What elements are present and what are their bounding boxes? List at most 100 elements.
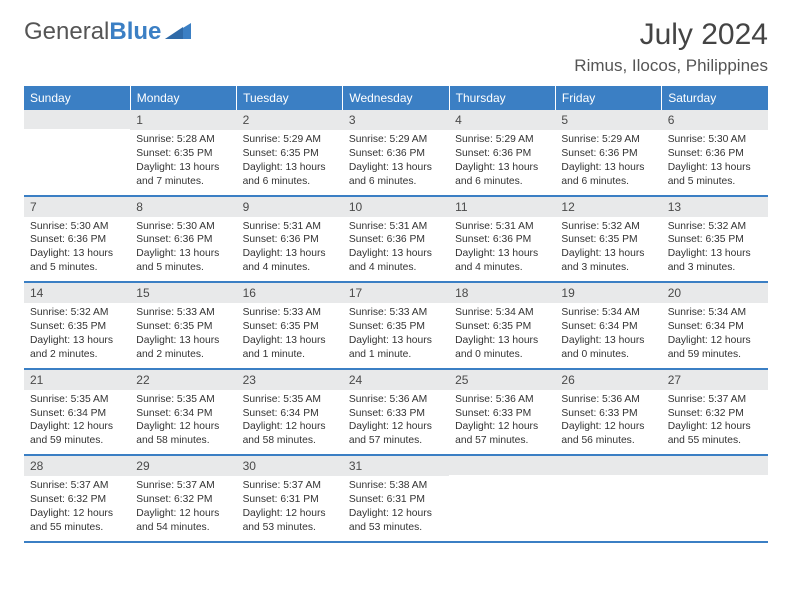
calendar: Sunday Monday Tuesday Wednesday Thursday…: [24, 86, 768, 543]
day-line: Daylight: 12 hours: [243, 507, 337, 521]
day-cell: 31Sunrise: 5:38 AMSunset: 6:31 PMDayligh…: [343, 455, 449, 542]
day-cell: 5Sunrise: 5:29 AMSunset: 6:36 PMDaylight…: [555, 110, 661, 196]
day-number: 8: [130, 197, 236, 217]
day-line: Daylight: 13 hours: [30, 334, 124, 348]
day-line: Sunrise: 5:29 AM: [455, 133, 549, 147]
day-line: and 7 minutes.: [136, 175, 230, 189]
day-line: and 59 minutes.: [668, 348, 762, 362]
day-body: Sunrise: 5:31 AMSunset: 6:36 PMDaylight:…: [449, 217, 555, 282]
day-body: Sunrise: 5:29 AMSunset: 6:36 PMDaylight:…: [555, 130, 661, 195]
day-number: 9: [237, 197, 343, 217]
day-number: 15: [130, 283, 236, 303]
day-number: 14: [24, 283, 130, 303]
day-body: Sunrise: 5:34 AMSunset: 6:34 PMDaylight:…: [662, 303, 768, 368]
day-number: 26: [555, 370, 661, 390]
day-number: 27: [662, 370, 768, 390]
day-line: Daylight: 12 hours: [349, 507, 443, 521]
day-line: Daylight: 12 hours: [136, 507, 230, 521]
day-line: and 0 minutes.: [455, 348, 549, 362]
day-cell: 14Sunrise: 5:32 AMSunset: 6:35 PMDayligh…: [24, 282, 130, 369]
day-line: Daylight: 13 hours: [455, 334, 549, 348]
dow-wednesday: Wednesday: [343, 86, 449, 110]
day-body: Sunrise: 5:29 AMSunset: 6:35 PMDaylight:…: [237, 130, 343, 195]
day-number: 12: [555, 197, 661, 217]
day-cell: 19Sunrise: 5:34 AMSunset: 6:34 PMDayligh…: [555, 282, 661, 369]
day-line: Sunset: 6:35 PM: [136, 147, 230, 161]
day-number: 19: [555, 283, 661, 303]
day-body: Sunrise: 5:31 AMSunset: 6:36 PMDaylight:…: [343, 217, 449, 282]
day-line: and 0 minutes.: [561, 348, 655, 362]
day-line: Sunrise: 5:30 AM: [30, 220, 124, 234]
day-line: and 6 minutes.: [243, 175, 337, 189]
day-number: 23: [237, 370, 343, 390]
day-line: and 1 minute.: [349, 348, 443, 362]
day-line: and 59 minutes.: [30, 434, 124, 448]
day-line: Sunset: 6:35 PM: [455, 320, 549, 334]
day-number: 13: [662, 197, 768, 217]
day-line: Daylight: 13 hours: [455, 161, 549, 175]
day-body: Sunrise: 5:33 AMSunset: 6:35 PMDaylight:…: [343, 303, 449, 368]
day-line: Sunrise: 5:35 AM: [30, 393, 124, 407]
day-line: Sunset: 6:32 PM: [30, 493, 124, 507]
dow-row: Sunday Monday Tuesday Wednesday Thursday…: [24, 86, 768, 110]
day-line: and 4 minutes.: [243, 261, 337, 275]
day-line: and 5 minutes.: [136, 261, 230, 275]
day-number: 5: [555, 110, 661, 130]
day-line: Sunrise: 5:28 AM: [136, 133, 230, 147]
dow-saturday: Saturday: [662, 86, 768, 110]
day-line: and 4 minutes.: [349, 261, 443, 275]
day-cell: [555, 455, 661, 542]
day-line: Sunrise: 5:32 AM: [668, 220, 762, 234]
day-line: Sunset: 6:35 PM: [30, 320, 124, 334]
day-body: Sunrise: 5:36 AMSunset: 6:33 PMDaylight:…: [555, 390, 661, 455]
day-number: 29: [130, 456, 236, 476]
day-number: 1: [130, 110, 236, 130]
day-line: and 55 minutes.: [668, 434, 762, 448]
month-title: July 2024: [574, 18, 768, 52]
day-line: Sunrise: 5:37 AM: [136, 479, 230, 493]
day-line: Daylight: 13 hours: [668, 247, 762, 261]
day-cell: 18Sunrise: 5:34 AMSunset: 6:35 PMDayligh…: [449, 282, 555, 369]
day-body: Sunrise: 5:30 AMSunset: 6:36 PMDaylight:…: [130, 217, 236, 282]
day-number: 17: [343, 283, 449, 303]
day-line: Sunset: 6:32 PM: [668, 407, 762, 421]
day-cell: 29Sunrise: 5:37 AMSunset: 6:32 PMDayligh…: [130, 455, 236, 542]
day-line: Sunset: 6:36 PM: [243, 233, 337, 247]
day-number: 18: [449, 283, 555, 303]
day-line: Daylight: 13 hours: [668, 161, 762, 175]
day-line: and 53 minutes.: [243, 521, 337, 535]
day-cell: 12Sunrise: 5:32 AMSunset: 6:35 PMDayligh…: [555, 196, 661, 283]
day-line: and 6 minutes.: [455, 175, 549, 189]
day-body: Sunrise: 5:37 AMSunset: 6:32 PMDaylight:…: [130, 476, 236, 541]
day-line: Sunrise: 5:31 AM: [455, 220, 549, 234]
day-line: Sunrise: 5:35 AM: [136, 393, 230, 407]
day-line: and 57 minutes.: [455, 434, 549, 448]
day-line: and 6 minutes.: [561, 175, 655, 189]
day-number: 22: [130, 370, 236, 390]
day-line: Daylight: 12 hours: [243, 420, 337, 434]
day-line: and 2 minutes.: [136, 348, 230, 362]
day-line: Sunset: 6:36 PM: [349, 147, 443, 161]
day-cell: 9Sunrise: 5:31 AMSunset: 6:36 PMDaylight…: [237, 196, 343, 283]
day-body: Sunrise: 5:29 AMSunset: 6:36 PMDaylight:…: [449, 130, 555, 195]
day-line: Sunset: 6:35 PM: [561, 233, 655, 247]
day-body: Sunrise: 5:32 AMSunset: 6:35 PMDaylight:…: [555, 217, 661, 282]
day-line: and 53 minutes.: [349, 521, 443, 535]
day-cell: 15Sunrise: 5:33 AMSunset: 6:35 PMDayligh…: [130, 282, 236, 369]
day-line: Sunset: 6:33 PM: [455, 407, 549, 421]
day-cell: 3Sunrise: 5:29 AMSunset: 6:36 PMDaylight…: [343, 110, 449, 196]
day-line: Sunrise: 5:31 AM: [349, 220, 443, 234]
day-cell: 23Sunrise: 5:35 AMSunset: 6:34 PMDayligh…: [237, 369, 343, 456]
day-body: Sunrise: 5:36 AMSunset: 6:33 PMDaylight:…: [343, 390, 449, 455]
day-number: 30: [237, 456, 343, 476]
day-line: Sunset: 6:35 PM: [243, 147, 337, 161]
week-row: 7Sunrise: 5:30 AMSunset: 6:36 PMDaylight…: [24, 196, 768, 283]
day-line: Sunrise: 5:31 AM: [243, 220, 337, 234]
day-body: Sunrise: 5:38 AMSunset: 6:31 PMDaylight:…: [343, 476, 449, 541]
day-line: Sunrise: 5:38 AM: [349, 479, 443, 493]
day-line: Sunrise: 5:33 AM: [349, 306, 443, 320]
day-cell: 10Sunrise: 5:31 AMSunset: 6:36 PMDayligh…: [343, 196, 449, 283]
day-line: Sunrise: 5:36 AM: [455, 393, 549, 407]
day-line: and 55 minutes.: [30, 521, 124, 535]
day-line: Daylight: 13 hours: [136, 334, 230, 348]
